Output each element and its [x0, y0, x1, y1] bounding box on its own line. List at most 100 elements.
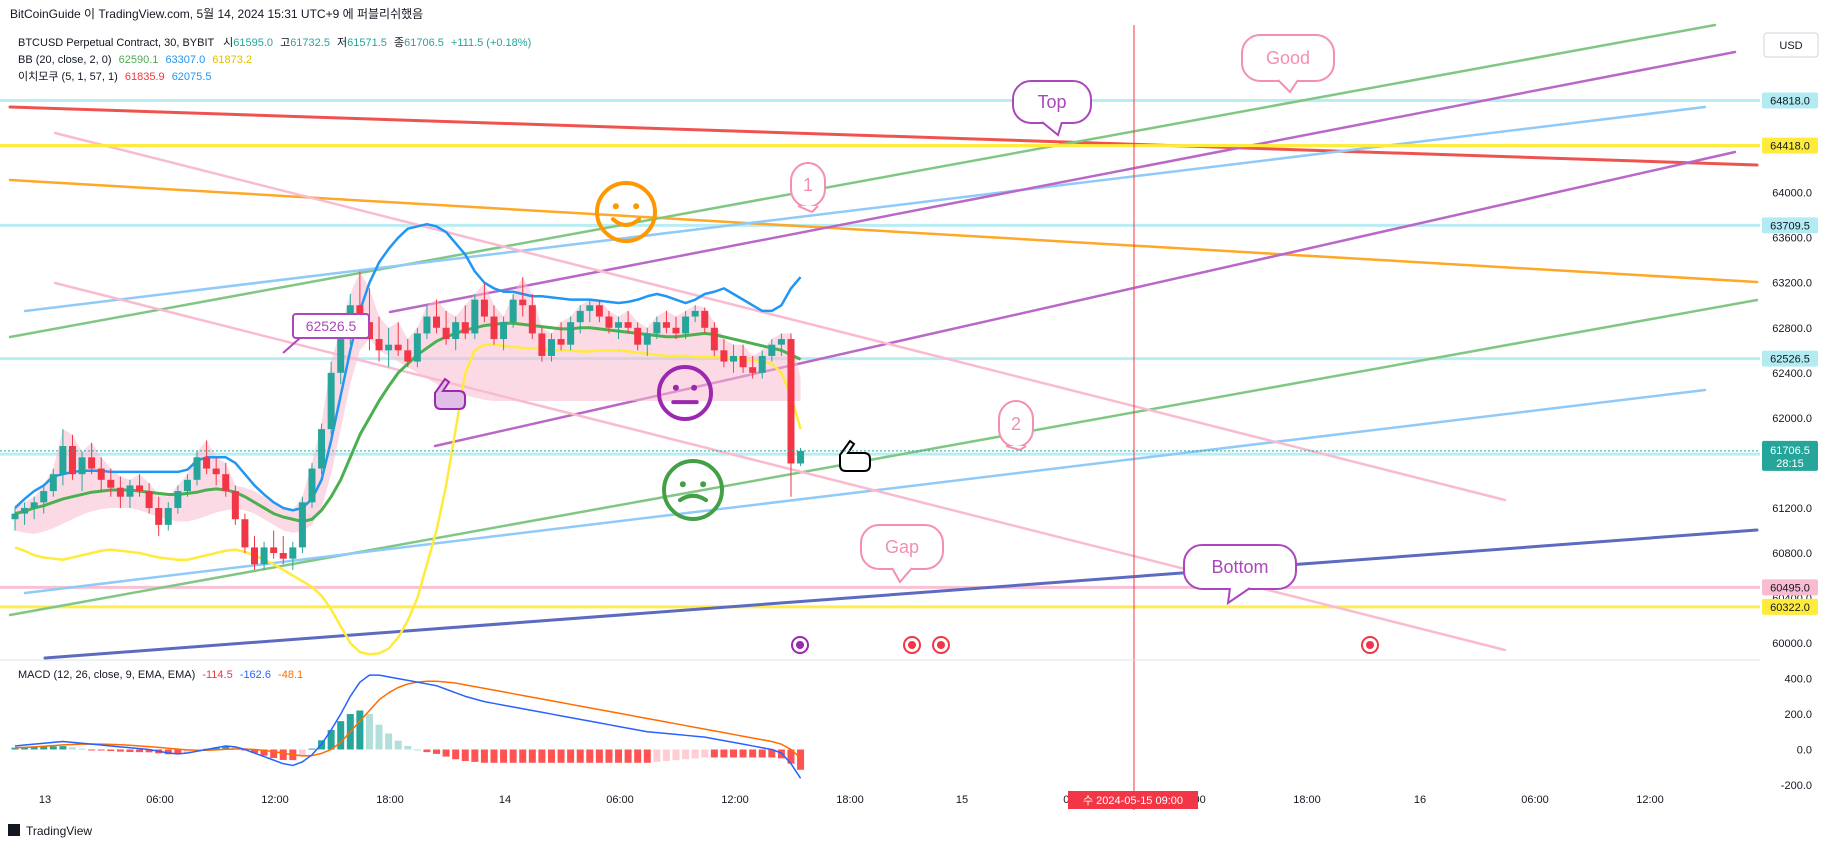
macd-histogram-bar: [260, 749, 268, 756]
macd-tick-label: 0.0: [1797, 744, 1812, 756]
time-tick-label: 18:00: [836, 794, 864, 806]
smiley-neutral-icon-eye-left: [672, 384, 679, 391]
time-tick-label: 13: [39, 794, 51, 806]
time-tick-label: 12:00: [721, 794, 749, 806]
macd-histogram-bar: [528, 749, 536, 763]
tradingview-logo: TradingView: [8, 824, 92, 838]
macd-histogram-bar: [557, 749, 565, 763]
pointer-hand-black-icon: [839, 439, 871, 472]
candle-body: [136, 485, 144, 492]
macd-histogram-bar: [30, 746, 38, 750]
pink-trendline-upper: [53, 131, 1507, 502]
candle-body: [634, 327, 642, 345]
drawing-layer: [0, 23, 1760, 660]
legend-ichimoku-label: 이치모쿠 (5, 1, 57, 1): [18, 70, 118, 83]
time-axis[interactable]: 13 06:00 12:00 18:00 14 06:00 12:00 18:00 15 06:0…: [39, 791, 1664, 809]
candle-body: [260, 547, 268, 565]
macd-tick-label: 400.0: [1784, 674, 1812, 686]
macd-histogram-bar: [433, 749, 441, 754]
legend-close-label: 종: [394, 37, 404, 49]
macd-pane[interactable]: [11, 674, 805, 779]
candle-body: [155, 507, 163, 525]
macd-histogram-bar: [21, 747, 29, 750]
event-flag-icon: [1361, 636, 1379, 654]
macd-histogram-bar: [337, 721, 345, 750]
macd-histogram-bar: [145, 749, 153, 753]
macd-histogram-bar: [576, 749, 584, 763]
price-tick-label: 62000.0: [1772, 413, 1812, 425]
smiley-neutral-icon-eye-right: [691, 384, 698, 391]
macd-histogram-bar: [538, 749, 546, 763]
price-badge: [1762, 598, 1818, 615]
macd-histogram-bar: [787, 749, 795, 764]
candle-body: [193, 457, 201, 480]
macd-histogram-bar: [78, 748, 86, 750]
note-good: Good: [1241, 34, 1335, 94]
candle-body: [318, 429, 326, 469]
currency-button[interactable]: USD: [1763, 32, 1819, 58]
candle-body: [49, 474, 57, 492]
macd-histogram-bar: [356, 710, 364, 750]
price-badge-label: 64418.0: [1770, 141, 1810, 153]
macd-histogram-bar: [720, 749, 728, 758]
blue-trendline-lower: [23, 388, 1707, 595]
candle-body: [720, 350, 728, 362]
candle-body: [519, 299, 527, 306]
note-two-tail: [1005, 445, 1027, 452]
macd-histogram-bar: [327, 730, 335, 750]
candle-body: [88, 457, 96, 469]
candle-body: [174, 491, 182, 508]
macd-histogram-bar: [375, 724, 383, 750]
macd-histogram-bar: [423, 749, 431, 753]
note-price-leader: [282, 337, 301, 354]
macd-tick-label: -200.0: [1781, 780, 1812, 792]
event-flag-icon-dot: [908, 641, 916, 649]
note-one-tail: [797, 205, 819, 214]
candle-body: [500, 322, 508, 340]
legend-bb-basis: 62590.1: [119, 54, 159, 66]
price-tick-label: 62800.0: [1772, 323, 1812, 335]
macd-histogram-bar: [107, 749, 115, 752]
legend-open-value: 61595.0: [233, 37, 273, 49]
macd-legend: MACD (12, 26, close, 9, EMA, EMA) -114.5…: [18, 669, 303, 681]
blue-trendline-upper: [23, 105, 1707, 313]
price-badge-label: 63709.5: [1770, 220, 1810, 232]
note-gap-label: Gap: [885, 537, 919, 557]
note-bottom-tail: [1226, 587, 1251, 606]
macd-legend-label: MACD (12, 26, close, 9, EMA, EMA): [18, 669, 195, 681]
price-pane[interactable]: Good Top Gap Bottom 1 2 62526.5: [0, 23, 1760, 660]
legend-open-label: 시: [223, 37, 233, 49]
candle-body: [691, 310, 699, 317]
macd-histogram-bar: [11, 747, 19, 750]
footer-brand: TradingView: [26, 824, 92, 838]
navy-trendline: [43, 528, 1759, 660]
time-tick-label: 16: [1414, 794, 1426, 806]
candle-body: [126, 485, 134, 497]
note-top-tail: [1041, 121, 1063, 137]
note-bottom-label: Bottom: [1211, 557, 1268, 577]
candle-body: [30, 502, 38, 508]
macd-histogram-bar: [413, 749, 421, 751]
macd-histogram-bar: [624, 749, 632, 763]
note-good-tail: [1277, 79, 1299, 94]
candle-body: [576, 310, 584, 323]
macd-histogram-bar: [749, 749, 757, 758]
time-tick-label: 14: [499, 794, 511, 806]
candle-body: [777, 339, 785, 345]
candle-body: [567, 322, 575, 345]
bb-upper-line: [14, 222, 802, 512]
candle-body: [480, 299, 488, 317]
macd-histogram-bar: [509, 749, 517, 763]
legend-low-value: 61571.5: [347, 37, 387, 49]
candle-body: [433, 316, 441, 328]
candle-body: [787, 339, 795, 464]
macd-histogram-bar: [174, 749, 182, 755]
macd-axis[interactable]: -200.0 0.0 200.0 400.0: [1781, 674, 1812, 792]
candle-body: [203, 457, 211, 469]
note-top: Top: [1012, 80, 1092, 137]
candle-body: [78, 457, 86, 475]
macd-histogram-bar: [136, 749, 144, 753]
smiley-happy-icon-outline: [595, 181, 657, 243]
